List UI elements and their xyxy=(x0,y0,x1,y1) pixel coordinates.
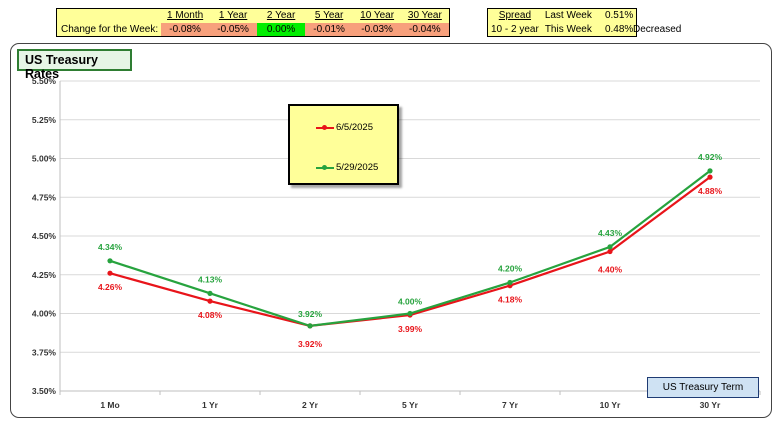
x-tick-label: 10 Yr xyxy=(600,400,621,410)
data-point-series-2 xyxy=(107,258,113,264)
data-point-series-1 xyxy=(107,270,113,276)
data-label-series-2: 4.00% xyxy=(398,297,423,307)
data-label-series-1: 3.92% xyxy=(298,339,323,349)
x-tick-label: 2 Yr xyxy=(302,400,319,410)
data-point-series-2 xyxy=(207,290,213,296)
change-col-header-10-year: 10 Year xyxy=(360,10,395,22)
change-table-values-row: Change for the Week: -0.08% -0.05% 0.00%… xyxy=(57,22,450,37)
spread-status: Decreased xyxy=(633,24,682,35)
legend-label-series-1: 6/5/2025 xyxy=(336,122,373,133)
x-tick-label: 30 Yr xyxy=(700,400,721,410)
data-label-series-1: 4.08% xyxy=(198,310,223,320)
y-tick-label: 4.75% xyxy=(32,192,57,202)
data-label-series-2: 4.13% xyxy=(198,274,223,284)
chart-title: US Treasury Rates xyxy=(17,49,132,81)
change-col-header-1-month: 1 Month xyxy=(167,10,204,22)
data-point-series-1 xyxy=(607,248,613,255)
x-tick-label: 5 Yr xyxy=(402,400,419,410)
change-value-2-year: 0.00% xyxy=(257,22,306,37)
data-label-series-2: 4.20% xyxy=(498,264,523,274)
data-label-series-1: 3.99% xyxy=(398,324,423,334)
y-tick-label: 4.00% xyxy=(32,309,57,319)
data-label-series-1: 4.26% xyxy=(98,282,123,292)
data-label-series-1: 4.18% xyxy=(498,295,523,305)
data-point-series-1 xyxy=(707,174,713,180)
y-tick-label: 5.00% xyxy=(32,154,57,164)
data-point-series-2 xyxy=(407,310,413,317)
data-point-series-2 xyxy=(707,168,713,174)
change-col-header-1-year: 1 Year xyxy=(218,10,248,22)
x-tick-label: 1 Mo xyxy=(100,400,119,410)
spread-last-week-value: 0.51% xyxy=(604,10,634,22)
legend-swatch-series-1 xyxy=(316,124,334,130)
data-point-series-2 xyxy=(607,244,613,250)
y-tick-label: 3.50% xyxy=(32,386,57,396)
x-tick-label: 7 Yr xyxy=(502,400,519,410)
y-tick-label: 3.75% xyxy=(32,347,57,357)
spread-table: Spread Last Week 0.51% 10 - 2 year This … xyxy=(487,8,638,37)
x-axis-title: US Treasury Term xyxy=(647,377,759,398)
y-tick-label: 4.50% xyxy=(32,231,57,241)
legend-item-series-1: 6/5/2025 xyxy=(316,122,373,133)
change-value-1-month: -0.08% xyxy=(161,22,210,37)
y-tick-label: 4.25% xyxy=(32,270,57,280)
change-table-header-row: 1 Month 1 Year 2 Year 5 Year 10 Year 30 … xyxy=(57,9,450,23)
spread-row-this-week: 10 - 2 year This Week 0.48% xyxy=(488,23,637,37)
spread-term-label: 10 - 2 year xyxy=(491,23,539,35)
y-tick-label: 5.50% xyxy=(32,76,57,86)
data-label-series-2: 3.92% xyxy=(298,309,323,319)
change-col-header-5-year: 5 Year xyxy=(314,10,344,22)
change-value-10-year: -0.03% xyxy=(353,22,402,37)
legend-item-series-2: 5/29/2025 xyxy=(316,162,378,173)
data-point-series-2 xyxy=(507,279,513,286)
legend-swatch-series-2 xyxy=(316,164,334,170)
data-label-series-2: 4.34% xyxy=(98,242,123,252)
spread-this-week-label: This Week xyxy=(544,23,592,35)
change-row-label: Change for the Week: xyxy=(61,23,159,35)
spread-this-week-value: 0.48% xyxy=(604,23,634,35)
change-value-30-year: -0.04% xyxy=(401,22,450,37)
legend-label-series-2: 5/29/2025 xyxy=(336,162,379,173)
y-tick-label: 5.25% xyxy=(32,115,57,125)
x-tick-label: 1 Yr xyxy=(202,400,219,410)
data-label-series-1: 4.88% xyxy=(698,186,723,196)
spread-row-last-week: Spread Last Week 0.51% xyxy=(488,9,637,23)
change-value-5-year: -0.01% xyxy=(305,22,354,37)
change-for-week-table: 1 Month 1 Year 2 Year 5 Year 10 Year 30 … xyxy=(56,8,450,37)
chart-legend: 6/5/2025 5/29/2025 xyxy=(288,104,399,185)
spread-header: Spread xyxy=(498,10,532,22)
change-col-header-2-year: 2 Year xyxy=(266,10,296,22)
spread-last-week-label: Last Week xyxy=(544,10,592,22)
data-label-series-2: 4.43% xyxy=(598,228,623,238)
change-col-header-30-year: 30 Year xyxy=(407,10,442,22)
data-point-series-2 xyxy=(307,323,313,329)
data-point-series-1 xyxy=(207,298,213,304)
data-label-series-2: 4.92% xyxy=(698,152,723,162)
data-label-series-1: 4.40% xyxy=(598,265,623,275)
change-value-1-year: -0.05% xyxy=(209,22,258,37)
